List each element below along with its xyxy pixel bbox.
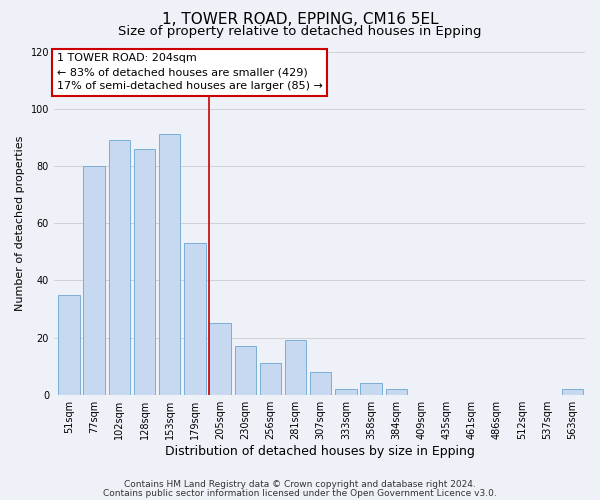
Bar bbox=[209, 323, 231, 394]
Bar bbox=[285, 340, 306, 394]
Bar bbox=[109, 140, 130, 394]
Bar bbox=[83, 166, 105, 394]
X-axis label: Distribution of detached houses by size in Epping: Distribution of detached houses by size … bbox=[164, 444, 475, 458]
Bar bbox=[260, 363, 281, 394]
Text: Contains HM Land Registry data © Crown copyright and database right 2024.: Contains HM Land Registry data © Crown c… bbox=[124, 480, 476, 489]
Bar bbox=[235, 346, 256, 395]
Bar bbox=[134, 148, 155, 394]
Text: 1 TOWER ROAD: 204sqm
← 83% of detached houses are smaller (429)
17% of semi-deta: 1 TOWER ROAD: 204sqm ← 83% of detached h… bbox=[56, 53, 322, 91]
Text: 1, TOWER ROAD, EPPING, CM16 5EL: 1, TOWER ROAD, EPPING, CM16 5EL bbox=[161, 12, 439, 28]
Text: Size of property relative to detached houses in Epping: Size of property relative to detached ho… bbox=[118, 25, 482, 38]
Bar bbox=[58, 294, 80, 394]
Bar bbox=[310, 372, 331, 394]
Y-axis label: Number of detached properties: Number of detached properties bbox=[15, 136, 25, 311]
Bar bbox=[386, 389, 407, 394]
Bar bbox=[159, 134, 181, 394]
Bar bbox=[184, 243, 206, 394]
Bar bbox=[335, 389, 356, 394]
Bar bbox=[562, 389, 583, 394]
Bar bbox=[361, 384, 382, 394]
Text: Contains public sector information licensed under the Open Government Licence v3: Contains public sector information licen… bbox=[103, 488, 497, 498]
